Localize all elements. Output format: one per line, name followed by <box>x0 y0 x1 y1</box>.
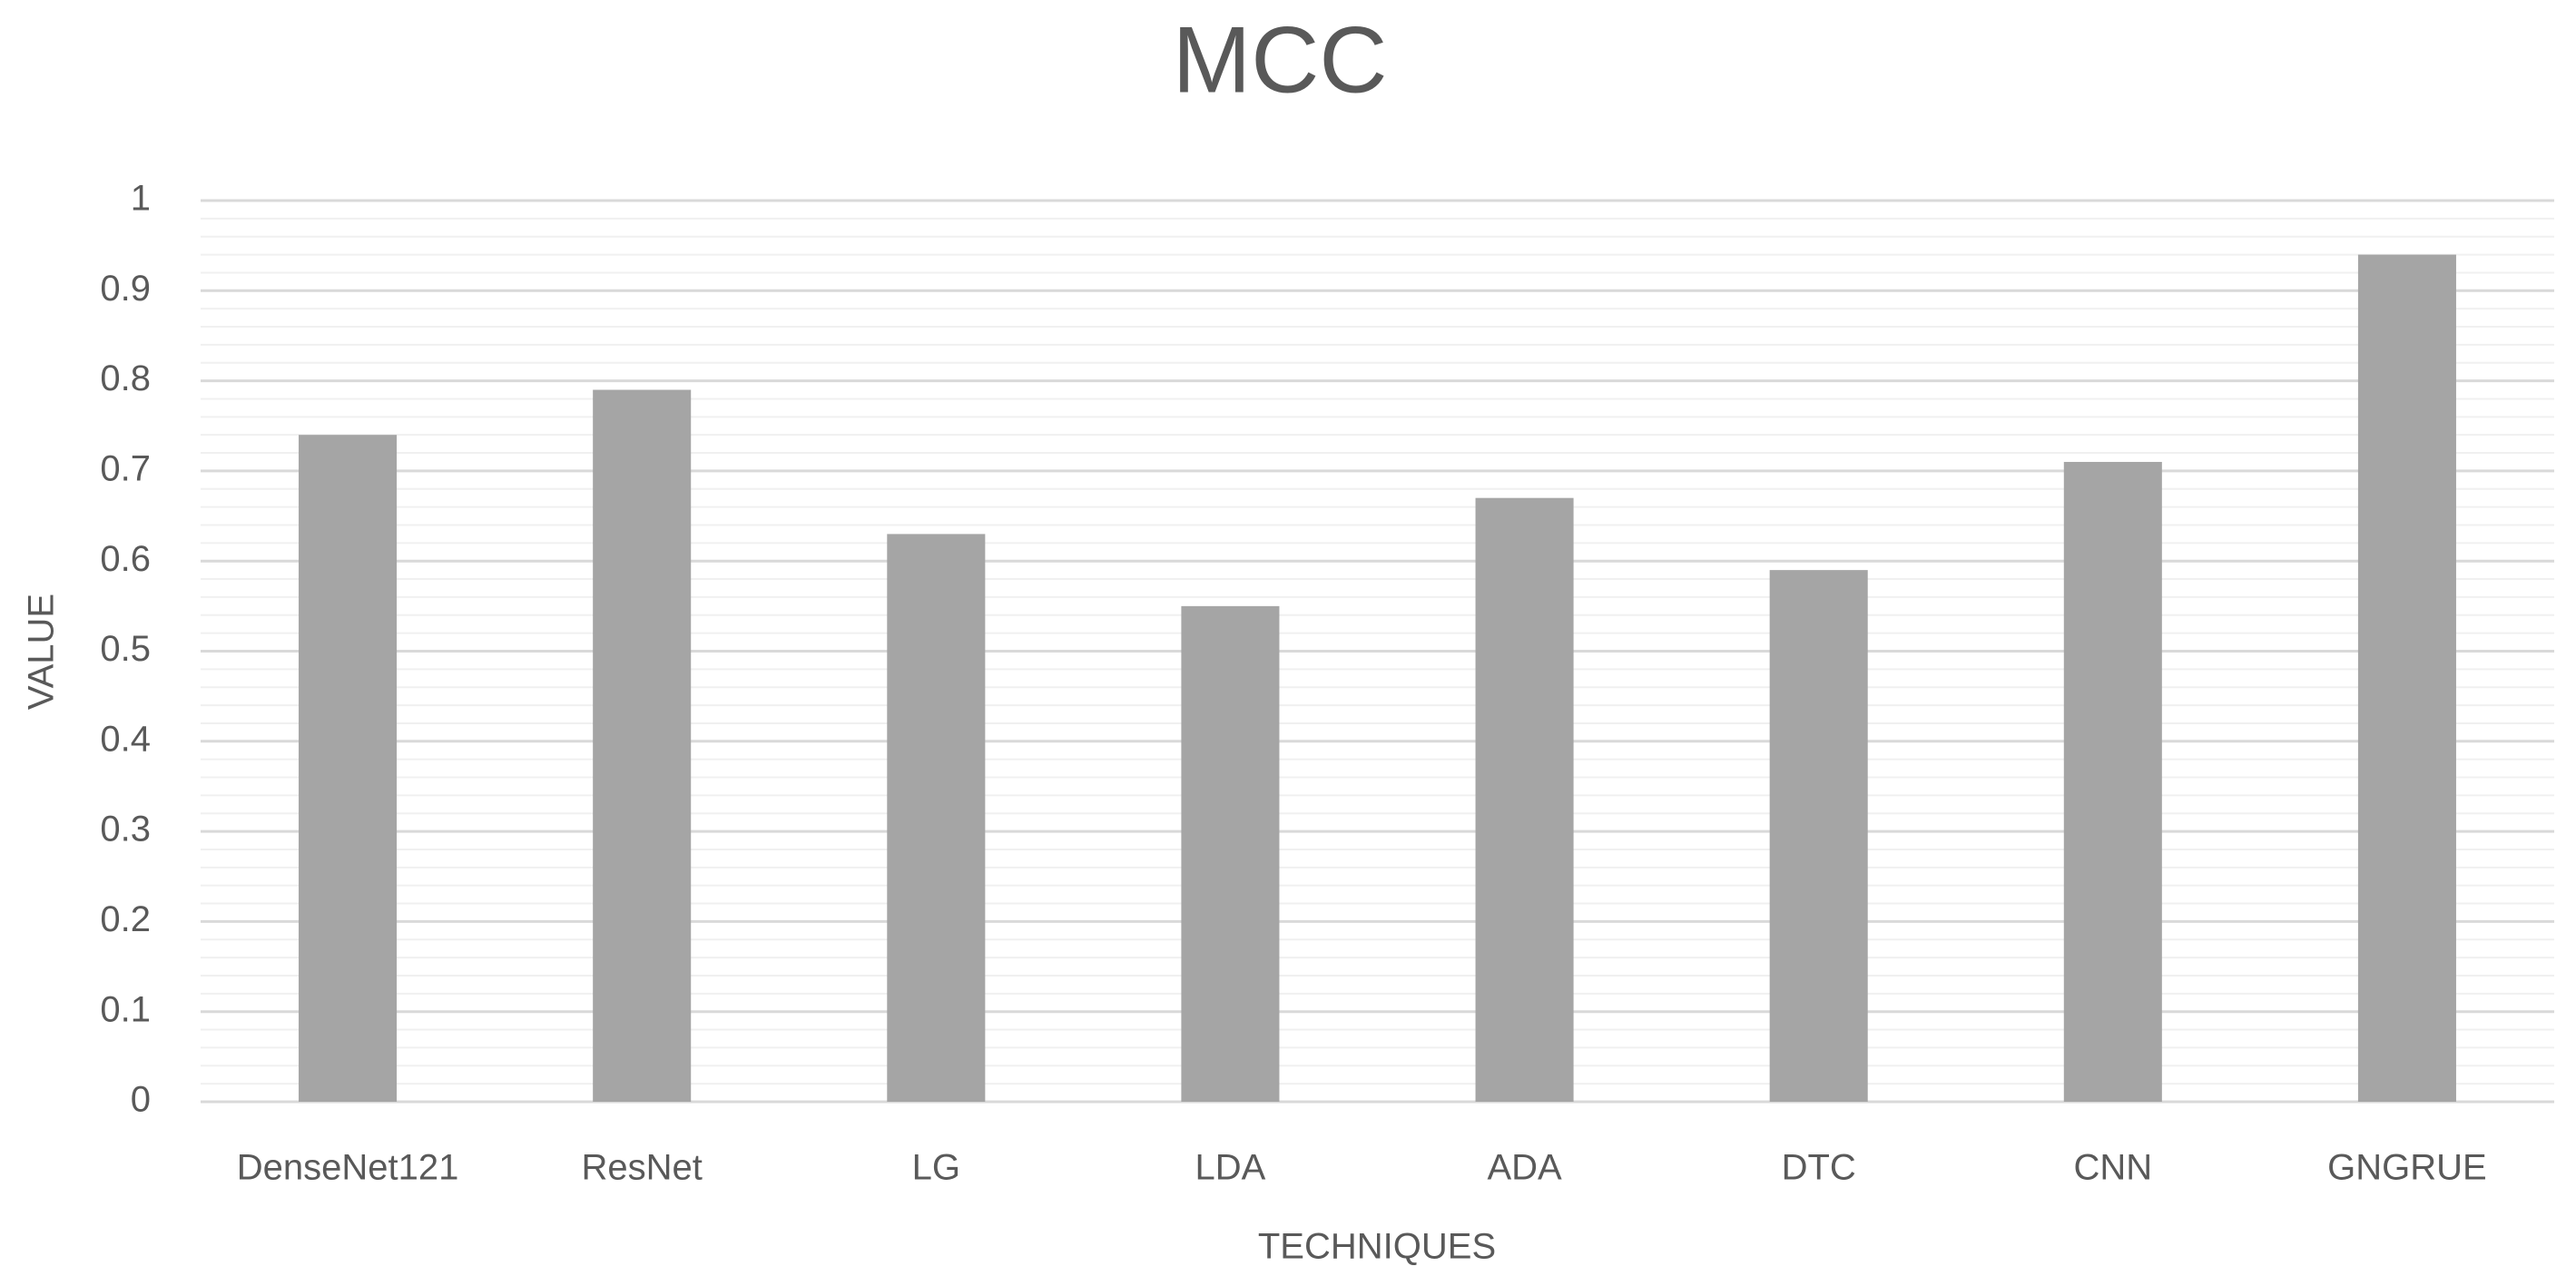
bar <box>1475 497 1574 1102</box>
x-tick-label: LDA <box>1195 1148 1266 1188</box>
y-tick-label: 0.3 <box>100 810 151 849</box>
x-tick-label: GNGRUE <box>2327 1148 2487 1188</box>
y-tick-label: 0 <box>131 1080 151 1120</box>
bar <box>2063 461 2162 1103</box>
bar <box>1769 570 1868 1102</box>
x-axis-title: TECHNIQUES <box>1258 1227 1496 1267</box>
x-tick-label: ADA <box>1487 1148 1562 1188</box>
y-tick-label: 0.7 <box>100 448 151 488</box>
y-tick-label: 0.1 <box>100 989 151 1029</box>
y-tick-label: 0.4 <box>100 719 151 759</box>
y-axis-title: VALUE <box>22 594 62 710</box>
bar <box>593 389 692 1102</box>
x-tick-label: DenseNet121 <box>237 1148 459 1188</box>
bar <box>887 534 986 1102</box>
y-tick-label: 0.6 <box>100 539 151 579</box>
x-tick-label: ResNet <box>581 1148 702 1188</box>
x-tick-label: CNN <box>2073 1148 2152 1188</box>
y-tick-label: 0.9 <box>100 269 151 309</box>
chart-title: MCC <box>1173 7 1388 113</box>
bar <box>299 435 398 1102</box>
bar <box>2357 254 2456 1103</box>
x-tick-label: DTC <box>1782 1148 1856 1188</box>
y-tick-label: 1 <box>131 179 151 219</box>
y-tick-label: 0.2 <box>100 899 151 939</box>
bar <box>1181 605 1280 1102</box>
y-tick-label: 0.8 <box>100 358 151 398</box>
x-tick-label: LG <box>912 1148 960 1188</box>
y-tick-label: 0.5 <box>100 629 151 669</box>
